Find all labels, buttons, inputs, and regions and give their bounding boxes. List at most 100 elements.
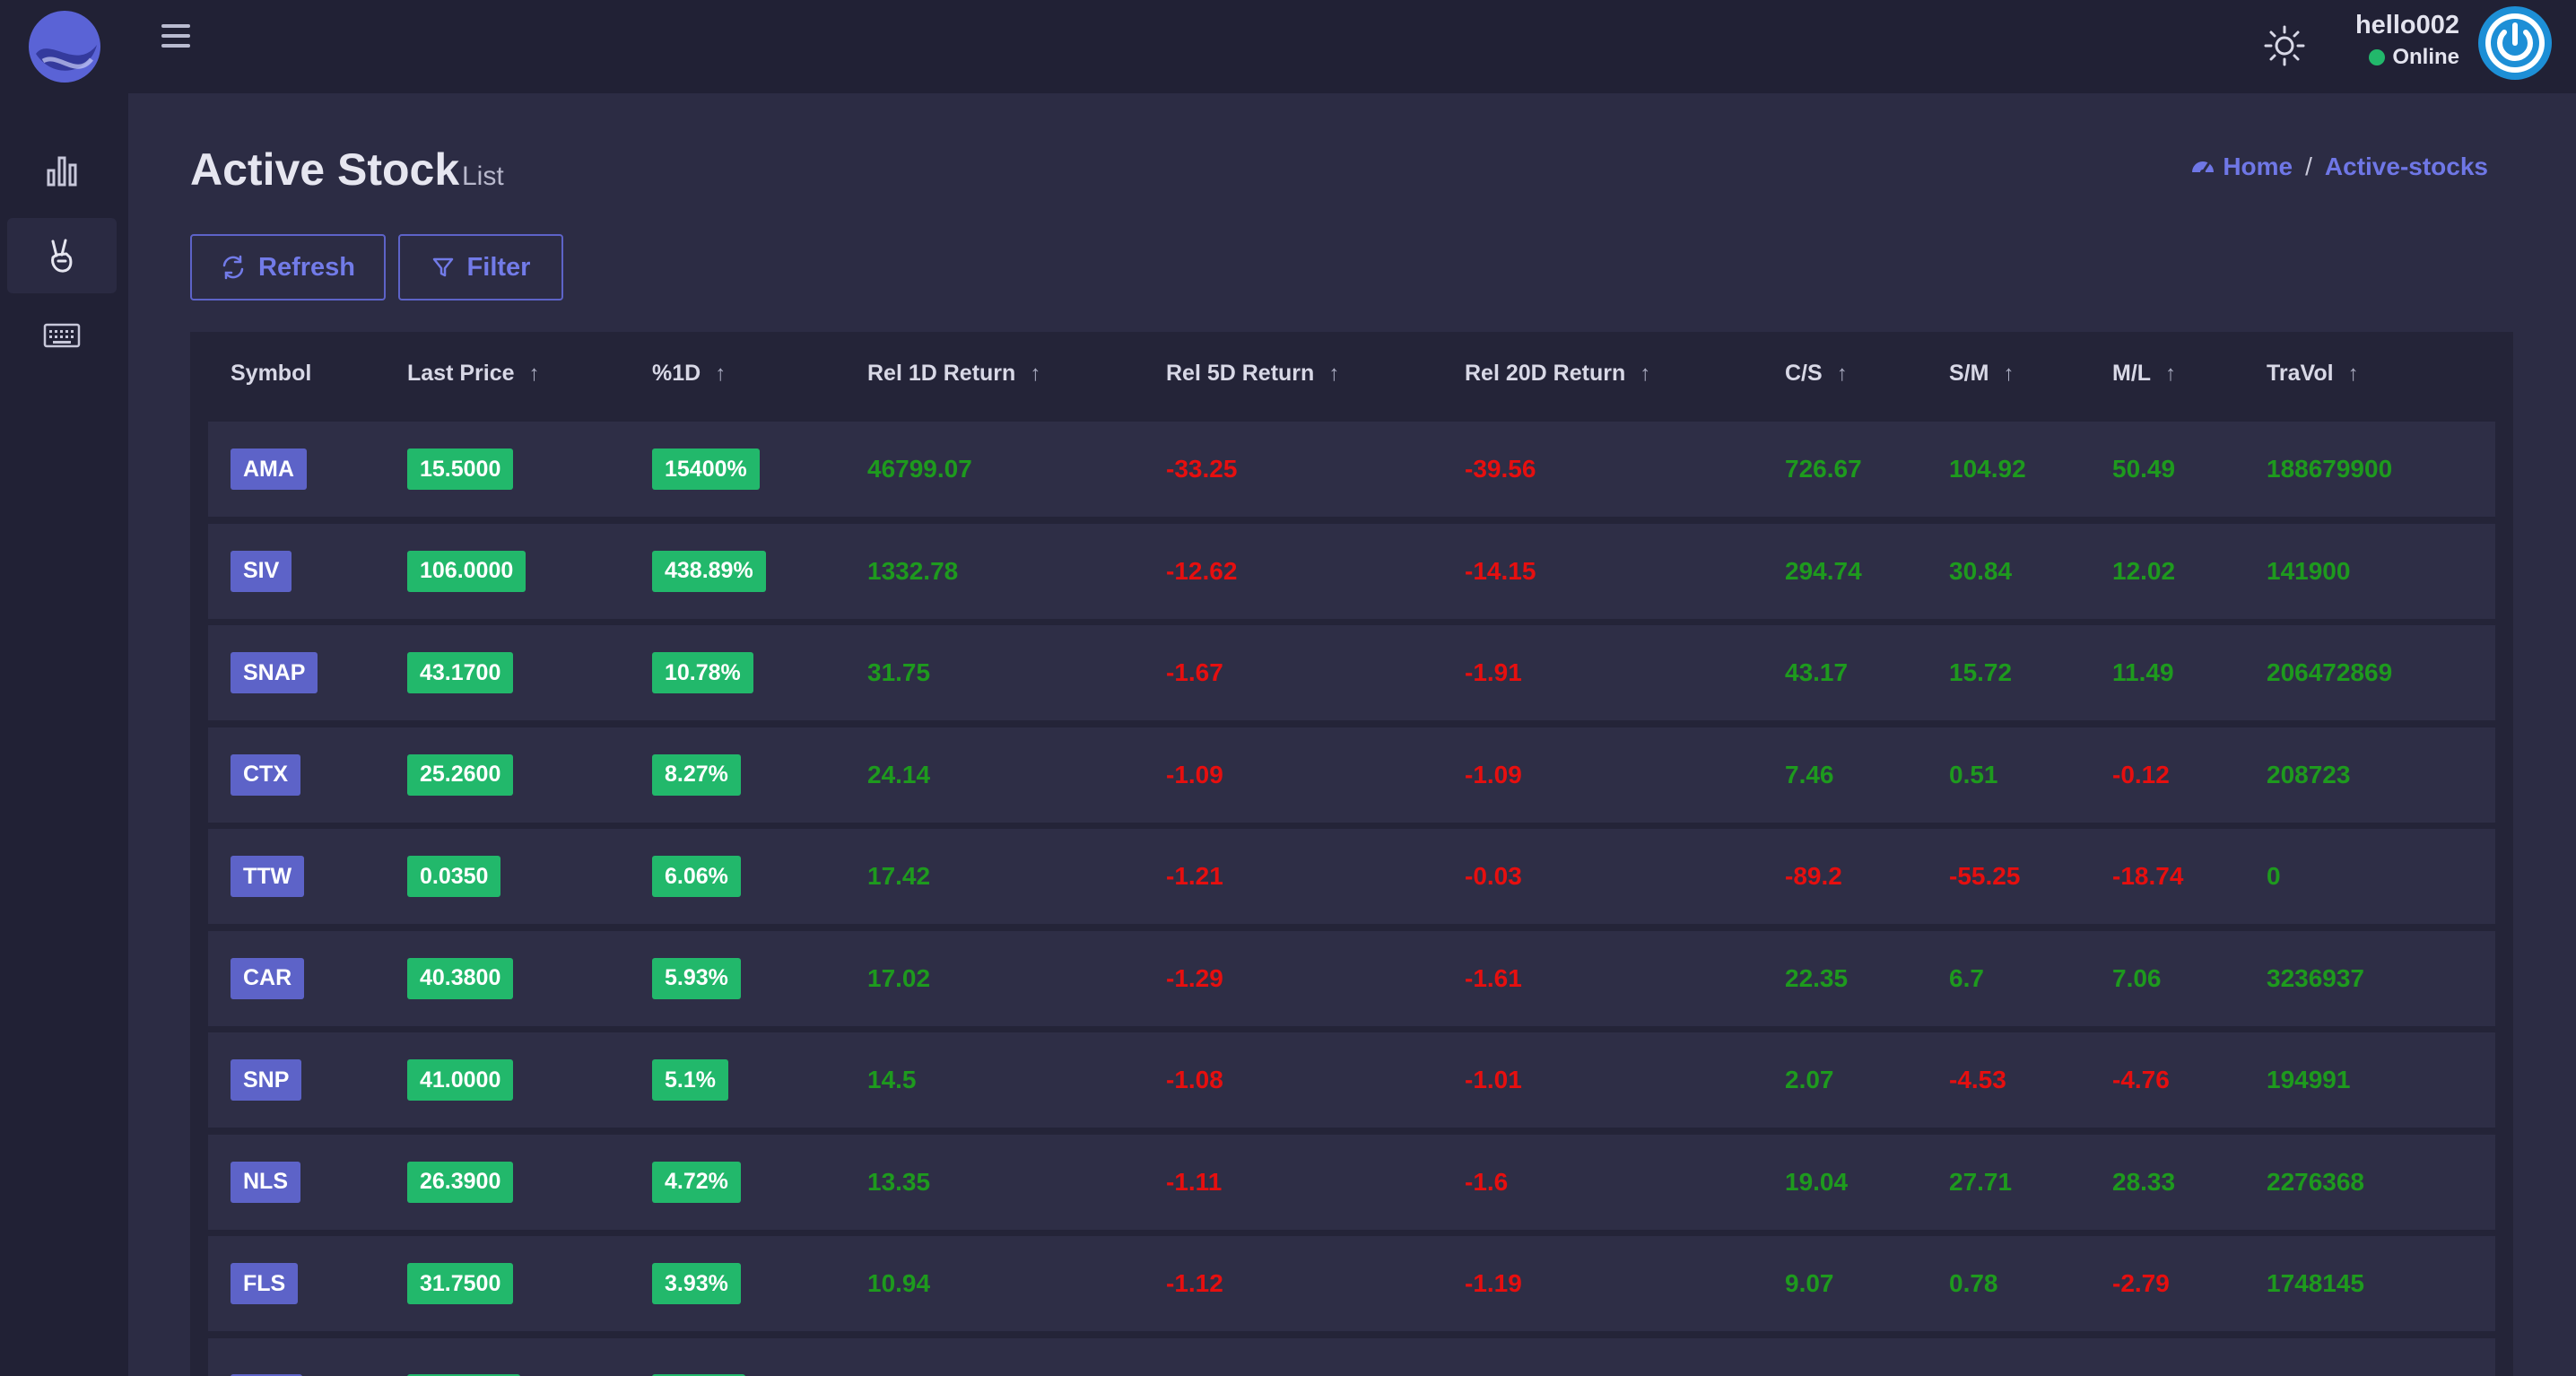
symbol-badge[interactable]: CTX: [231, 753, 300, 796]
column-label: S/M: [1949, 361, 1989, 386]
power-icon[interactable]: [2477, 5, 2553, 81]
symbol-badge[interactable]: TTW: [231, 856, 305, 897]
cell-travol: 141900: [2267, 524, 2350, 619]
cell-symbol: FLS: [231, 1236, 299, 1331]
symbol-badge[interactable]: NLS: [231, 1161, 300, 1203]
column-label: Last Price: [407, 361, 515, 386]
column-header-rel-1d-return[interactable]: Rel 1D Return ↑: [867, 361, 1040, 387]
table-row[interactable]: NLS 26.3900 4.72% 13.35 -1.11 -1.6 19.04 27.71 2…: [208, 1134, 2495, 1230]
sort-arrow-icon[interactable]: ↑: [2347, 361, 2359, 386]
value-text: -1.09: [1166, 760, 1223, 788]
brand-logo-icon[interactable]: [27, 9, 102, 84]
value-text: 0: [2267, 862, 2281, 890]
symbol-badge[interactable]: SNAP: [231, 652, 318, 693]
table-row[interactable]: TTW 0.0350 6.06% 17.42 -1.21 -0.03 -89.2 -55.25…: [208, 829, 2495, 924]
column-header-travol[interactable]: TraVol ↑: [2267, 361, 2359, 387]
cell-rel-20d-return: -14.15: [1465, 524, 1536, 619]
column-label: Rel 1D Return: [867, 361, 1016, 386]
value-text: 208723: [2267, 760, 2351, 788]
cell-ml: 12.02: [2112, 524, 2175, 619]
user-info[interactable]: hello002 Online: [2355, 7, 2459, 70]
column-header-rel-20d-return[interactable]: Rel 20D Return ↑: [1465, 361, 1650, 387]
cell-rel-1d-return: 17.02: [867, 931, 930, 1026]
cell-rel-5d-return: -1.08: [1166, 1032, 1223, 1128]
filter-button[interactable]: Filter: [398, 234, 563, 300]
column-header-pct-1d[interactable]: %1D ↑: [652, 361, 726, 387]
value-text: 17.42: [867, 862, 931, 890]
change-badge: [652, 1373, 745, 1376]
sort-arrow-icon[interactable]: ↑: [1640, 361, 1651, 386]
table-row[interactable]: SNP 41.0000 5.1% 14.5 -1.08 -1.01 2.07 -4.53 -4.…: [208, 1032, 2495, 1128]
value-text: 2276368: [2267, 1167, 2365, 1196]
column-header-last-price[interactable]: Last Price ↑: [407, 361, 540, 387]
cell-pct-1d: 10.78%: [652, 625, 753, 720]
cell-rel-1d-return: 31.75: [867, 625, 930, 720]
cell-rel-5d-return: -1.67: [1166, 625, 1223, 720]
value-text: 19.04: [1785, 1167, 1849, 1196]
refresh-label: Refresh: [258, 252, 355, 282]
change-badge: 3.93%: [652, 1263, 741, 1304]
column-header-cs[interactable]: C/S ↑: [1785, 361, 1848, 387]
sort-arrow-icon[interactable]: ↑: [1836, 361, 1848, 386]
column-header-ml[interactable]: M/L ↑: [2112, 361, 2176, 387]
cell-pct-1d: 6.06%: [652, 829, 741, 924]
symbol-badge[interactable]: AMA: [231, 449, 307, 490]
cell-symbol: AMA: [231, 422, 307, 517]
table-row[interactable]: CTX 25.2600 8.27% 24.14 -1.09 -1.09 7.46 0.51 -0…: [208, 727, 2495, 823]
symbol-badge[interactable]: SIV: [231, 550, 292, 592]
symbol-badge[interactable]: FLS: [231, 1263, 299, 1304]
cell-rel-20d-return: -1.09: [1465, 727, 1522, 823]
value-text: 46799.07: [867, 455, 972, 483]
sort-arrow-icon[interactable]: ↑: [2165, 361, 2177, 386]
cell-last-price: 31.7500: [407, 1236, 514, 1331]
table-row[interactable]: CAR 40.3800 5.93% 17.02 -1.29 -1.61 22.35 6.7 7.…: [208, 930, 2495, 1026]
value-text: 27.71: [1949, 1167, 2013, 1196]
table-row[interactable]: [208, 1337, 2495, 1376]
value-text: -1.12: [1166, 1269, 1223, 1297]
table-row[interactable]: SIV 106.0000 438.89% 1332.78 -12.62 -14.15 294…: [208, 523, 2495, 619]
hamburger-menu-icon[interactable]: [161, 18, 197, 54]
value-text: -2.79: [2112, 1269, 2170, 1297]
table-header: Symbol Last Price ↑ %1D ↑ Rel 1D Return ↑ Rel 5…: [190, 332, 2513, 422]
cell-travol: 206472869: [2267, 625, 2392, 720]
cell-symbol: NLS: [231, 1135, 300, 1230]
sun-icon[interactable]: [2262, 23, 2307, 68]
cell-sm: -4.53: [1949, 1032, 2006, 1128]
user-status: Online: [2355, 45, 2459, 70]
sort-arrow-icon[interactable]: ↑: [1030, 361, 1041, 386]
cell-last-price: 26.3900: [407, 1135, 514, 1230]
change-badge: 4.72%: [652, 1161, 741, 1203]
value-text: 104.92: [1949, 455, 2026, 483]
value-text: 24.14: [867, 760, 931, 788]
sort-arrow-icon[interactable]: ↑: [528, 361, 540, 386]
cell-ml: -4.76: [2112, 1032, 2170, 1128]
symbol-badge[interactable]: [231, 1373, 302, 1376]
cell-pct-1d: 4.72%: [652, 1135, 741, 1230]
sort-arrow-icon[interactable]: ↑: [715, 361, 727, 386]
column-header-sm[interactable]: S/M ↑: [1949, 361, 2014, 387]
sidebar-item-charts[interactable]: [7, 133, 117, 208]
sort-arrow-icon[interactable]: ↑: [1328, 361, 1340, 386]
value-text: -1.67: [1166, 658, 1223, 686]
sort-arrow-icon[interactable]: ↑: [2003, 361, 2015, 386]
value-text: 15.72: [1949, 658, 2013, 686]
cell-rel-20d-return: -1.61: [1465, 931, 1522, 1026]
column-header-rel-5d-return[interactable]: Rel 5D Return ↑: [1166, 361, 1339, 387]
change-badge: 6.06%: [652, 856, 741, 897]
cell-rel-1d-return: 24.14: [867, 727, 930, 823]
table-row[interactable]: FLS 31.7500 3.93% 10.94 -1.12 -1.19 9.07 0.78 -2…: [208, 1236, 2495, 1331]
table-row[interactable]: AMA 15.5000 15400% 46799.07 -33.25 -39.56 726.…: [208, 422, 2495, 517]
cell-rel-5d-return: -1.09: [1166, 727, 1223, 823]
breadcrumb-home[interactable]: Home: [2190, 152, 2293, 181]
refresh-button[interactable]: Refresh: [190, 234, 386, 300]
change-badge: 5.93%: [652, 957, 741, 999]
table-row[interactable]: SNAP 43.1700 10.78% 31.75 -1.67 -1.91 43.17 15.…: [208, 625, 2495, 720]
symbol-badge[interactable]: CAR: [231, 957, 305, 999]
price-badge: [407, 1373, 520, 1376]
sidebar-item-active-stocks[interactable]: [7, 218, 117, 293]
breadcrumb-current[interactable]: Active-stocks: [2324, 152, 2488, 180]
sidebar-item-keyboard[interactable]: [7, 298, 117, 373]
symbol-badge[interactable]: SNP: [231, 1059, 302, 1101]
keyboard-icon: [43, 323, 81, 348]
value-text: -33.25: [1166, 455, 1238, 483]
